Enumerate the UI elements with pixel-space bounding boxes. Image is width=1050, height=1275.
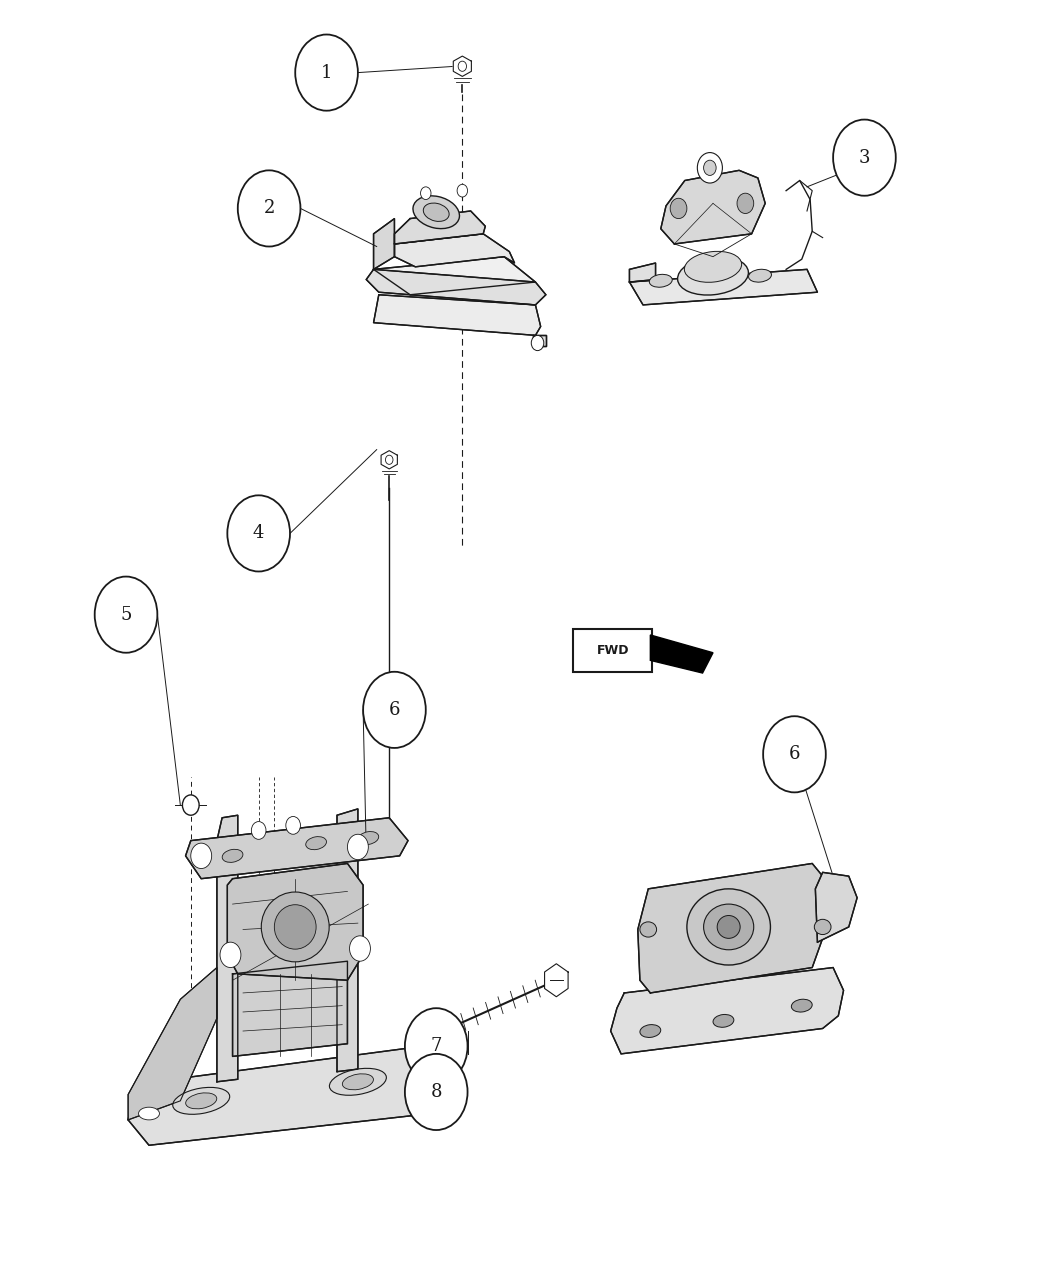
Circle shape bbox=[183, 794, 200, 815]
Circle shape bbox=[295, 34, 358, 111]
Polygon shape bbox=[374, 218, 395, 269]
Text: 6: 6 bbox=[789, 746, 800, 764]
Ellipse shape bbox=[186, 1093, 216, 1109]
Polygon shape bbox=[637, 863, 825, 993]
Polygon shape bbox=[395, 210, 485, 244]
Circle shape bbox=[251, 821, 266, 839]
Ellipse shape bbox=[704, 904, 754, 950]
Ellipse shape bbox=[815, 919, 831, 935]
Ellipse shape bbox=[342, 1074, 374, 1090]
Ellipse shape bbox=[639, 1025, 660, 1038]
Circle shape bbox=[670, 199, 687, 218]
Ellipse shape bbox=[423, 203, 449, 222]
Polygon shape bbox=[128, 968, 217, 1119]
Circle shape bbox=[763, 717, 825, 792]
Ellipse shape bbox=[717, 915, 740, 938]
Ellipse shape bbox=[649, 274, 672, 287]
Polygon shape bbox=[395, 233, 514, 266]
Ellipse shape bbox=[749, 269, 772, 282]
Ellipse shape bbox=[330, 1068, 386, 1095]
Circle shape bbox=[405, 1054, 467, 1130]
Text: 7: 7 bbox=[430, 1038, 442, 1056]
Ellipse shape bbox=[173, 1088, 230, 1114]
Circle shape bbox=[531, 335, 544, 351]
Text: 1: 1 bbox=[321, 64, 332, 82]
Circle shape bbox=[737, 194, 754, 213]
Circle shape bbox=[457, 185, 467, 198]
Ellipse shape bbox=[261, 892, 329, 961]
Polygon shape bbox=[374, 295, 541, 335]
Polygon shape bbox=[366, 269, 546, 305]
Text: 5: 5 bbox=[121, 606, 131, 623]
Ellipse shape bbox=[677, 256, 749, 295]
Polygon shape bbox=[629, 269, 818, 305]
Circle shape bbox=[405, 1009, 467, 1084]
Ellipse shape bbox=[713, 1015, 734, 1028]
Ellipse shape bbox=[687, 889, 771, 965]
Polygon shape bbox=[660, 171, 765, 244]
Polygon shape bbox=[533, 335, 546, 346]
Circle shape bbox=[363, 672, 426, 748]
Polygon shape bbox=[337, 808, 358, 1072]
Ellipse shape bbox=[139, 1107, 160, 1119]
Circle shape bbox=[421, 187, 430, 200]
Circle shape bbox=[348, 834, 369, 859]
Polygon shape bbox=[232, 961, 348, 1057]
Circle shape bbox=[220, 942, 240, 968]
Text: 8: 8 bbox=[430, 1082, 442, 1100]
Polygon shape bbox=[374, 256, 536, 295]
Circle shape bbox=[704, 161, 716, 176]
Circle shape bbox=[286, 816, 300, 834]
Circle shape bbox=[350, 936, 371, 961]
Circle shape bbox=[697, 153, 722, 184]
FancyBboxPatch shape bbox=[573, 629, 652, 672]
Text: 4: 4 bbox=[253, 524, 265, 542]
Circle shape bbox=[228, 495, 290, 571]
Polygon shape bbox=[186, 817, 408, 878]
Polygon shape bbox=[545, 964, 568, 997]
Ellipse shape bbox=[223, 849, 243, 862]
Text: 3: 3 bbox=[859, 149, 870, 167]
Polygon shape bbox=[454, 56, 471, 76]
Circle shape bbox=[237, 171, 300, 246]
Polygon shape bbox=[611, 968, 843, 1054]
Circle shape bbox=[94, 576, 158, 653]
Text: 2: 2 bbox=[264, 199, 275, 218]
Circle shape bbox=[833, 120, 896, 196]
Circle shape bbox=[191, 843, 212, 868]
Ellipse shape bbox=[306, 836, 327, 849]
Ellipse shape bbox=[685, 251, 741, 282]
Text: FWD: FWD bbox=[596, 644, 629, 657]
Ellipse shape bbox=[274, 905, 316, 949]
Polygon shape bbox=[228, 863, 363, 980]
Polygon shape bbox=[650, 635, 713, 673]
Ellipse shape bbox=[639, 922, 656, 937]
Polygon shape bbox=[128, 1044, 462, 1145]
Text: 6: 6 bbox=[388, 701, 400, 719]
Polygon shape bbox=[217, 815, 237, 1081]
Polygon shape bbox=[629, 263, 655, 282]
Ellipse shape bbox=[358, 831, 379, 844]
Ellipse shape bbox=[792, 1000, 813, 1012]
Polygon shape bbox=[816, 872, 857, 942]
Polygon shape bbox=[381, 450, 397, 469]
Ellipse shape bbox=[413, 196, 460, 228]
